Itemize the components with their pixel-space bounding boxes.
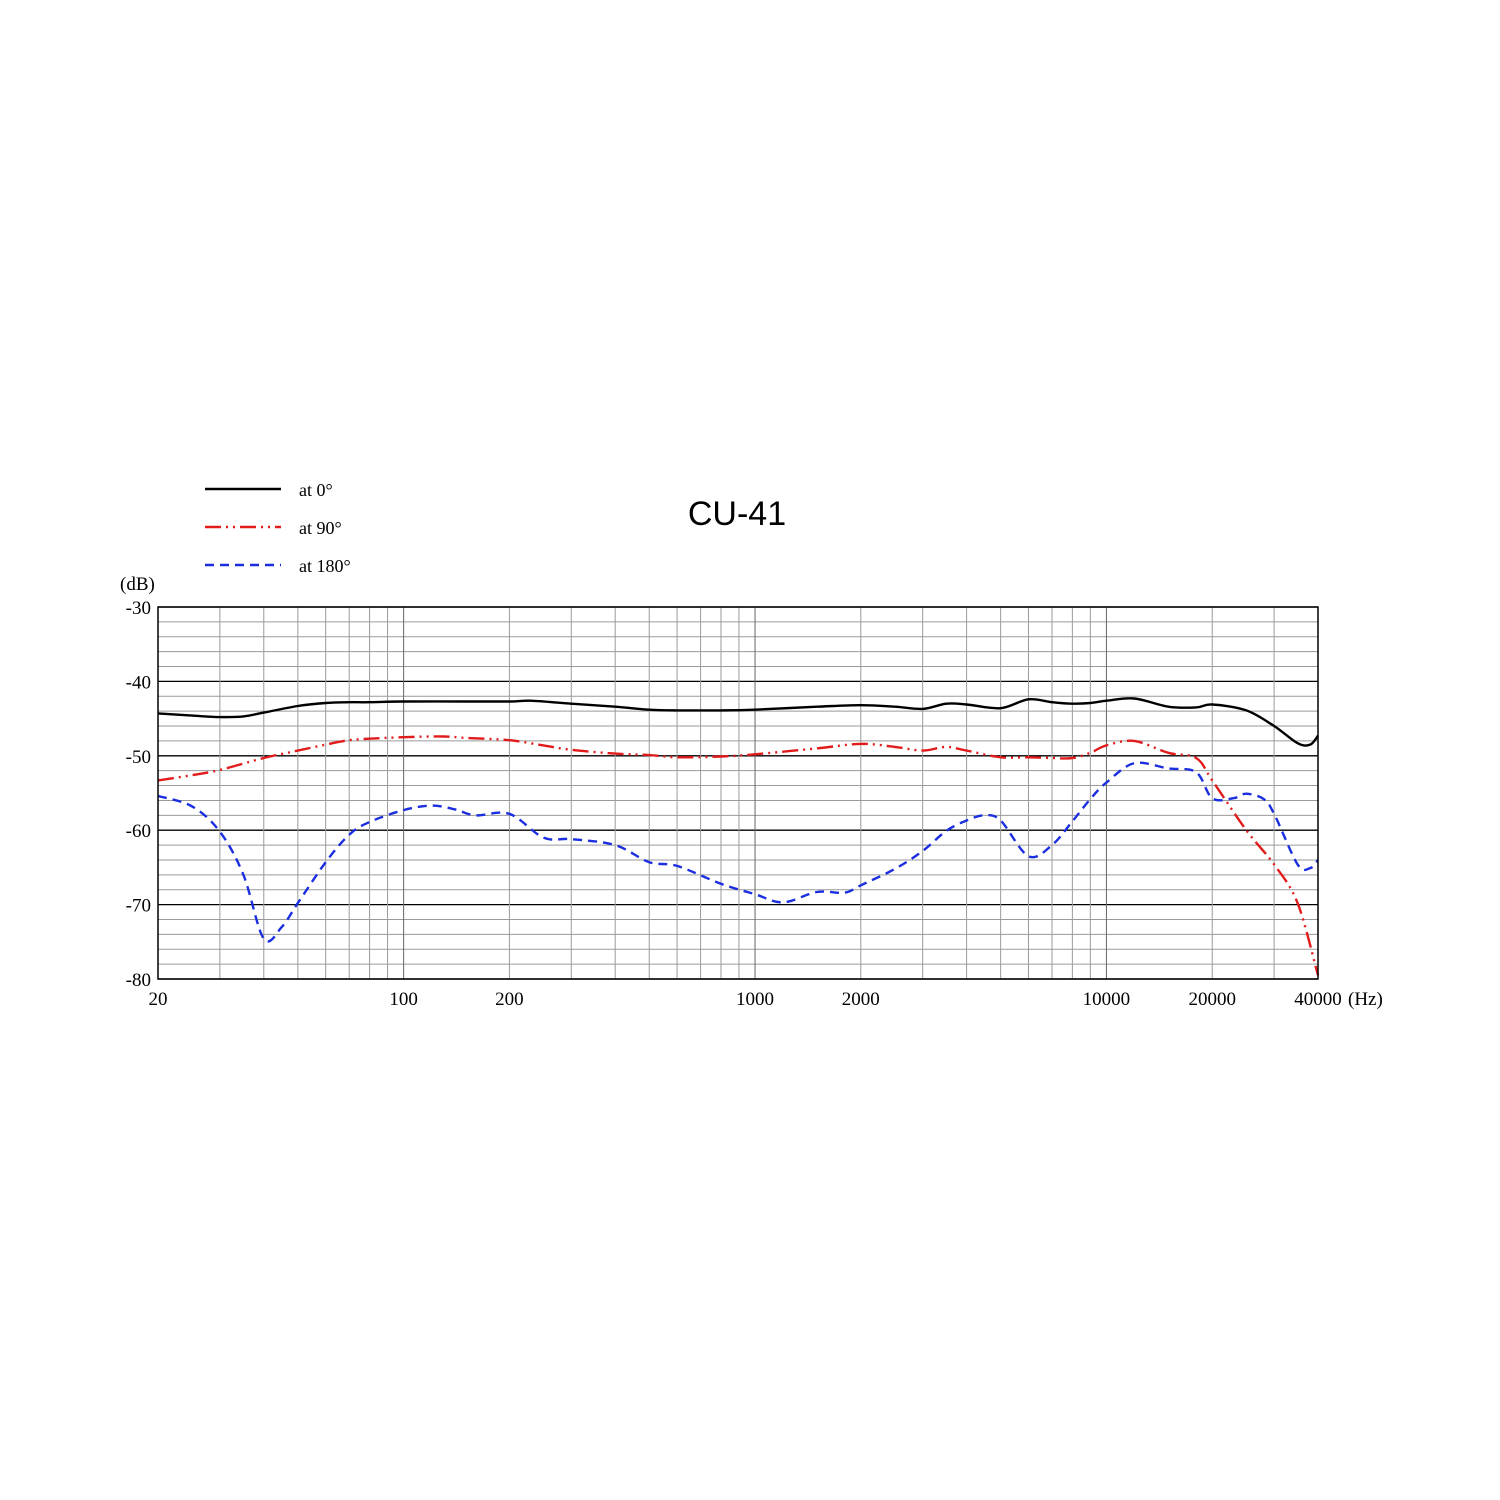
y-tick-label: -40: [126, 672, 151, 693]
y-tick-label: -70: [126, 896, 151, 917]
series-line-at-90: [157, 735, 1320, 976]
legend: at 0° at 90° at 180°: [205, 480, 351, 576]
legend-label: at 90°: [299, 518, 342, 538]
y-tick-label: -50: [126, 747, 151, 768]
y-axis-unit-label: (dB): [120, 574, 155, 595]
series-line-at-0: [157, 697, 1319, 747]
x-tick-label: 2000: [842, 989, 880, 1010]
x-axis-unit-label: (Hz): [1348, 989, 1383, 1010]
x-tick-label: 20: [149, 989, 168, 1010]
legend-label: at 0°: [299, 480, 333, 500]
x-tick-label: 100: [389, 989, 418, 1010]
x-tick-labels: 20 100 200 1000 2000 10000 20000 40000: [149, 989, 1342, 1010]
y-tick-label: -60: [126, 821, 151, 842]
x-tick-label: 40000: [1294, 989, 1342, 1010]
x-tick-label: 10000: [1083, 989, 1131, 1010]
grid: [157, 606, 1319, 980]
y-tick-label: -80: [126, 970, 151, 991]
y-tick-labels: -30 -40 -50 -60 -70 -80: [126, 598, 151, 991]
curves: [157, 697, 1320, 976]
x-tick-label: 1000: [736, 989, 774, 1010]
y-tick-label: -30: [126, 598, 151, 619]
plot-frame: [157, 606, 1319, 980]
x-tick-label: 200: [495, 989, 524, 1010]
x-tick-label: 20000: [1188, 989, 1236, 1010]
legend-label: at 180°: [299, 556, 351, 576]
chart-title: CU-41: [688, 495, 786, 533]
